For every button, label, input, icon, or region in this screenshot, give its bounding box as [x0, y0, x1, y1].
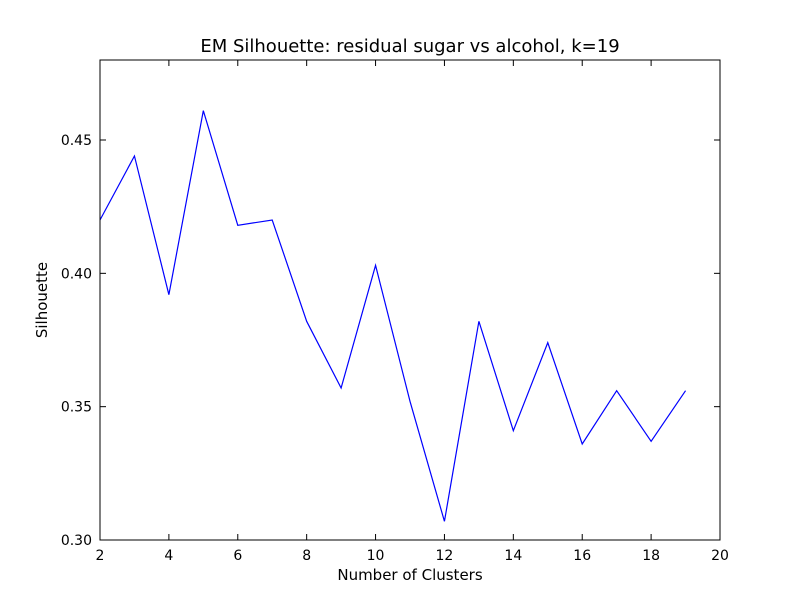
- y-tick-label: 0.30: [61, 533, 92, 549]
- x-tick-label: 10: [367, 548, 385, 564]
- x-tick-label: 18: [642, 548, 660, 564]
- plot-frame: [99, 59, 721, 541]
- y-tick-label: 0.45: [61, 133, 92, 149]
- x-tick-label: 4: [164, 548, 173, 564]
- x-axis-label: Number of Clusters: [337, 566, 482, 584]
- x-tick-label: 20: [711, 548, 729, 564]
- x-tick-label: 16: [573, 548, 591, 564]
- y-axis-label: Silhouette: [33, 262, 51, 338]
- x-tick-label: 6: [233, 548, 242, 564]
- x-tick-label: 2: [96, 548, 105, 564]
- x-tick-label: 12: [436, 548, 454, 564]
- plot-area: 2 4 6 8 10 12 14 16 18 20 0.30 0.35 0.40 0.45: [61, 59, 729, 564]
- x-tick-label: 14: [504, 548, 522, 564]
- chart-title: EM Silhouette: residual sugar vs alcohol…: [200, 36, 619, 57]
- series-line-0: [99, 110, 687, 522]
- y-tick-label: 0.40: [61, 266, 92, 282]
- x-tick-label: 8: [302, 548, 311, 564]
- y-tick-label: 0.35: [61, 400, 92, 416]
